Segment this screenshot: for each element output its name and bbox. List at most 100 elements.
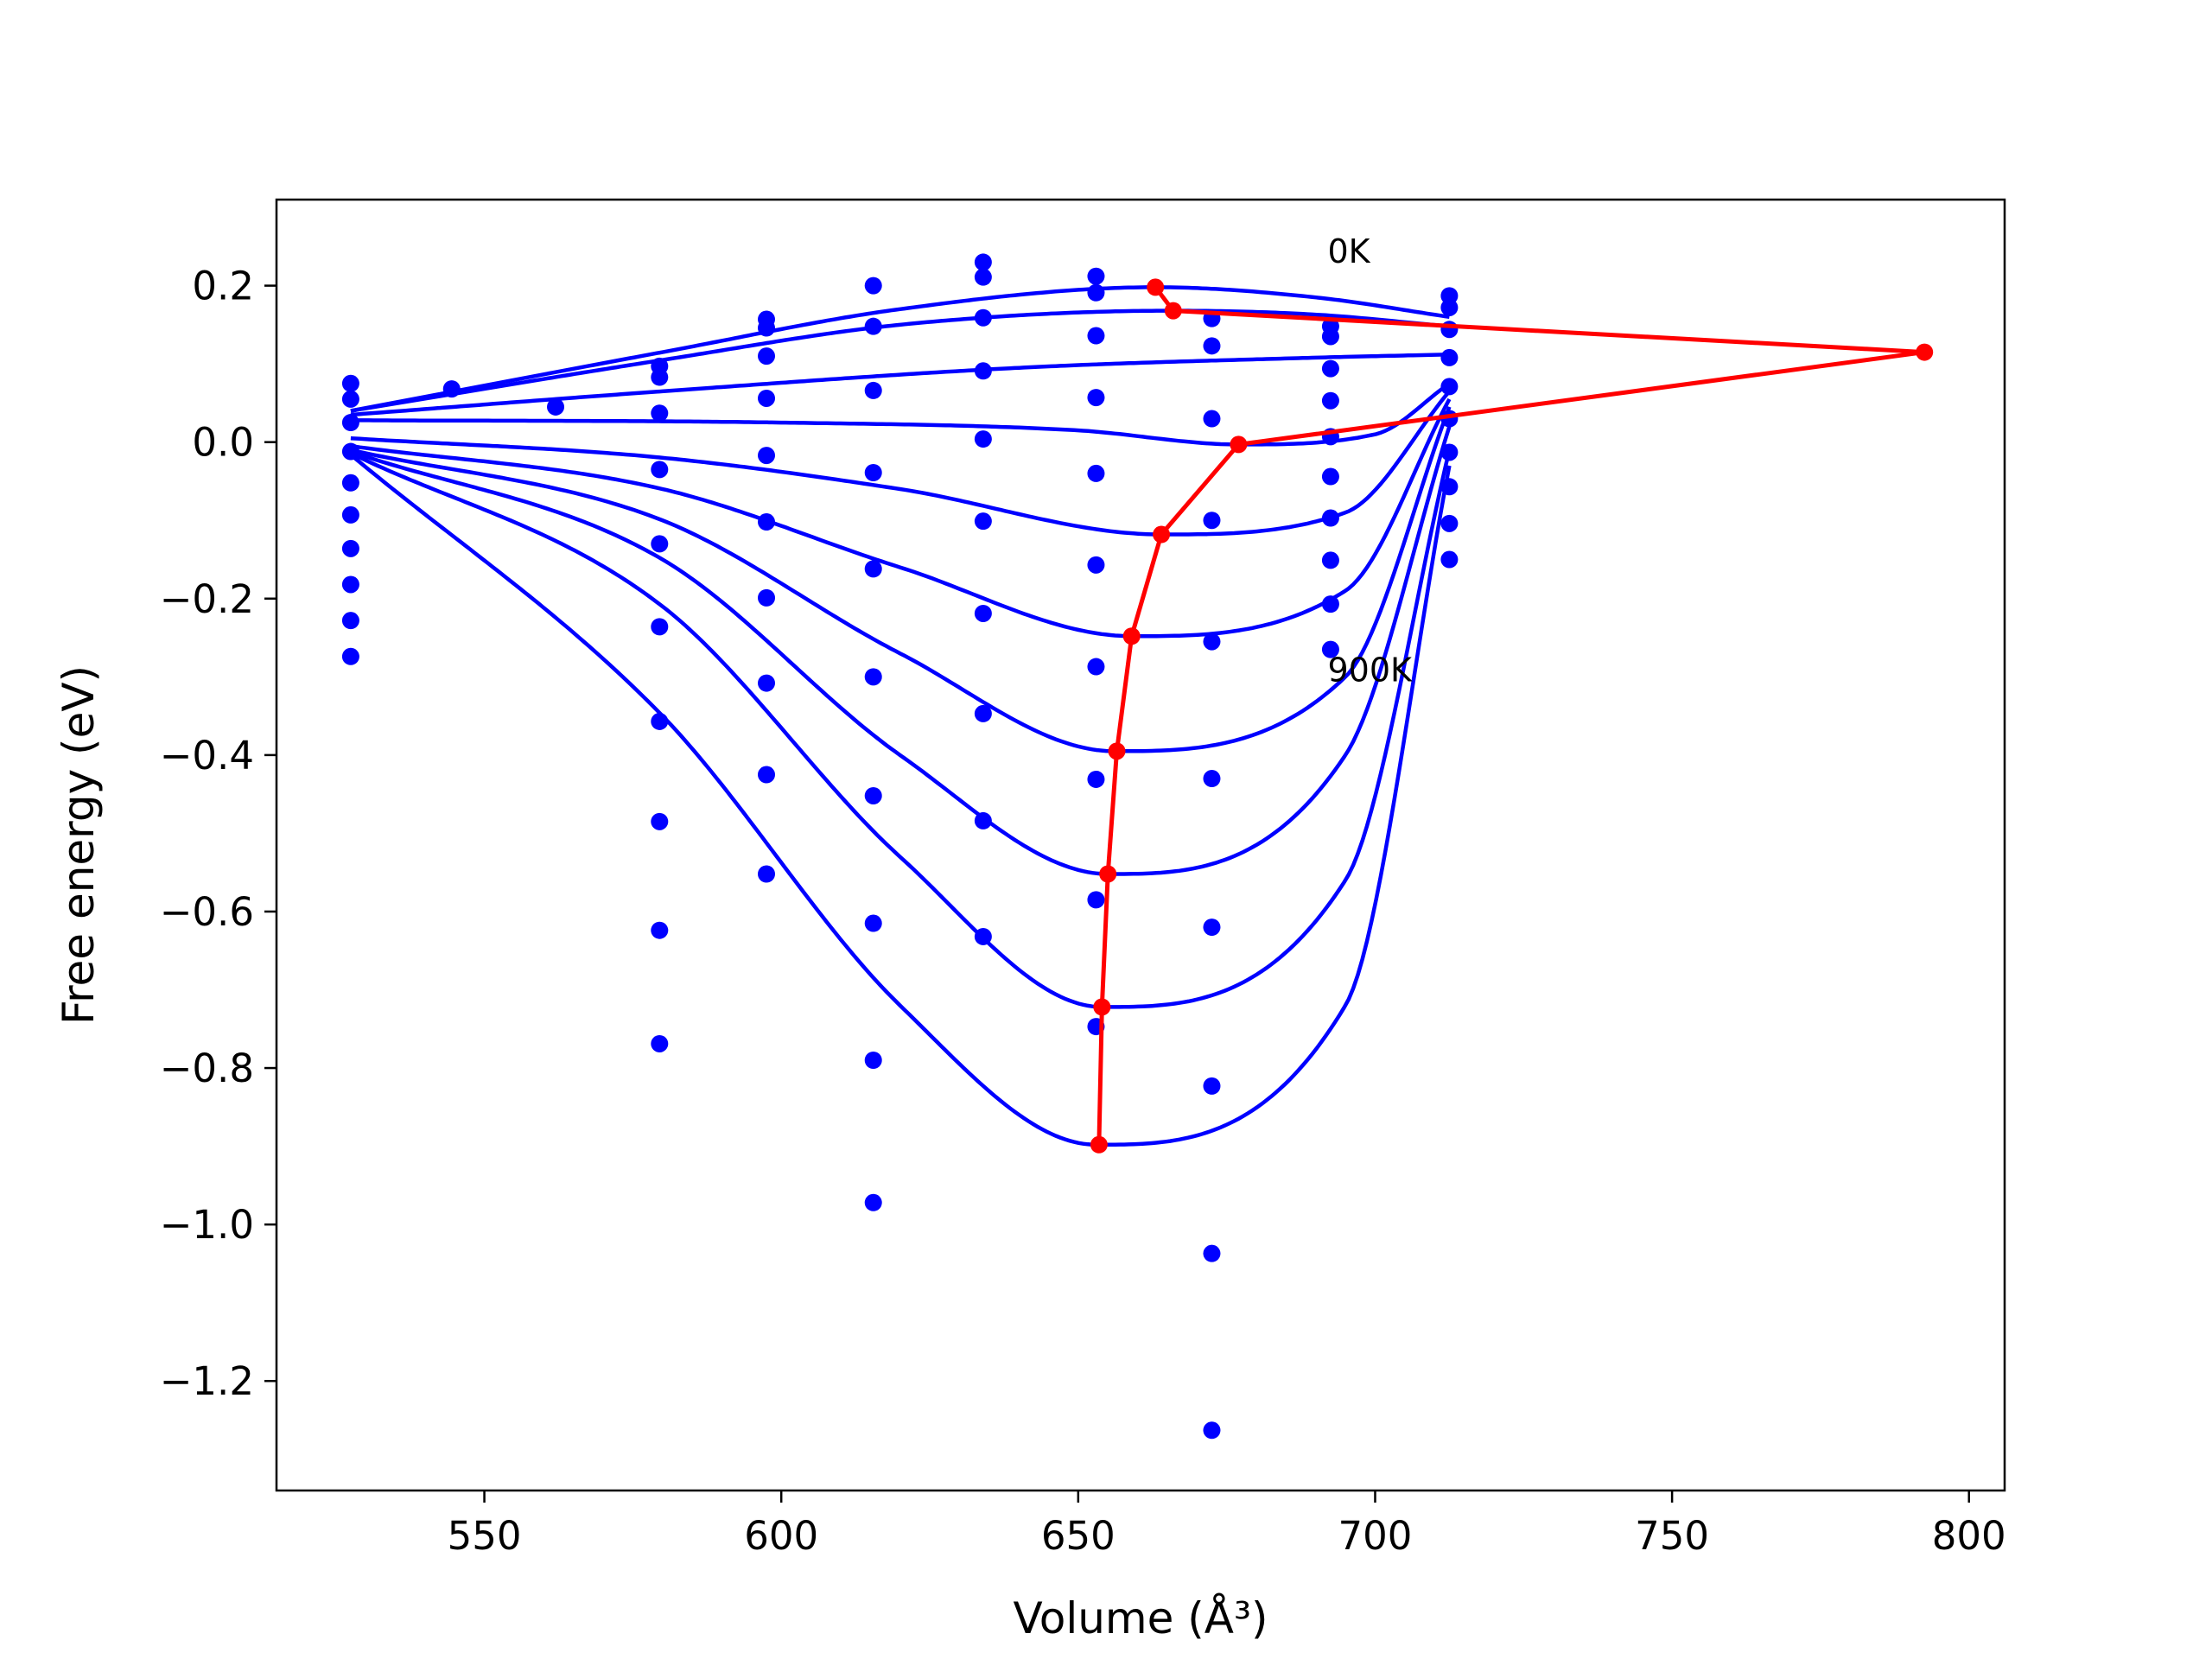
data-point: [1440, 321, 1459, 339]
data-point: [341, 474, 359, 492]
data-point: [864, 381, 882, 399]
minimum-path: [1090, 278, 1934, 1154]
x-tick-label: 700: [1338, 1513, 1413, 1559]
data-point: [758, 588, 776, 607]
data-point: [651, 368, 669, 386]
data-point: [651, 618, 669, 636]
fit-curve-6: [350, 397, 1452, 639]
x-tick-label: 750: [1635, 1513, 1709, 1559]
minimum-path-point: [1164, 302, 1182, 320]
minimum-path-point: [1153, 525, 1171, 543]
data-point: [974, 308, 992, 327]
plot-frame: [275, 198, 2006, 1492]
minimum-path-point: [1093, 998, 1111, 1016]
fit-curve-10: [349, 453, 1452, 1147]
data-point: [1203, 918, 1221, 937]
data-point: [341, 575, 359, 594]
y-tick-label: −1.0: [160, 1202, 254, 1248]
data-point: [1203, 410, 1221, 428]
data-point: [1087, 327, 1105, 345]
data-point: [864, 1193, 882, 1211]
y-tick-label: −0.4: [160, 733, 254, 779]
y-tick-label: −1.2: [160, 1358, 254, 1404]
data-point: [974, 430, 992, 448]
data-point: [974, 811, 992, 830]
data-point: [1440, 514, 1459, 532]
data-point: [1203, 512, 1221, 530]
data-point: [1087, 283, 1105, 302]
x-tick-label: 550: [448, 1513, 522, 1559]
data-point: [974, 604, 992, 622]
data-point: [547, 397, 565, 416]
data-point: [341, 442, 359, 461]
data-point: [1087, 267, 1105, 285]
data-point: [864, 560, 882, 578]
fit-curve-7: [350, 406, 1452, 753]
minimum-path-point: [1122, 627, 1141, 645]
data-point: [651, 535, 669, 553]
fit-curves: [349, 285, 1452, 1147]
fit-curve-5: [350, 390, 1452, 537]
data-point: [341, 612, 359, 630]
data-point: [651, 812, 669, 830]
data-point: [1321, 595, 1339, 613]
data-point: [1203, 1244, 1221, 1262]
fit-curve-4: [350, 381, 1451, 447]
data-point: [341, 647, 359, 665]
fit-curve-8: [350, 425, 1452, 876]
data-point: [1321, 509, 1339, 527]
annotation-label: 0K: [1327, 232, 1370, 270]
minimum-path-point: [1230, 435, 1248, 454]
data-point: [758, 347, 776, 365]
minimum-path-point: [1916, 343, 1934, 361]
data-point: [1087, 464, 1105, 482]
x-tick-label: 650: [1041, 1513, 1116, 1559]
data-point: [341, 539, 359, 557]
fit-curve-9: [349, 449, 1452, 1009]
data-point: [974, 927, 992, 945]
data-point: [758, 674, 776, 692]
data-point: [651, 1034, 669, 1052]
data-point: [1321, 467, 1339, 486]
data-point: [1087, 891, 1105, 909]
data-point: [1321, 359, 1339, 378]
data-point: [341, 374, 359, 392]
minimum-path-point: [1147, 278, 1165, 296]
y-tick-label: 0.2: [192, 264, 254, 309]
data-point: [758, 513, 776, 531]
data-point: [1440, 550, 1459, 569]
data-point: [341, 390, 359, 408]
data-point: [1087, 389, 1105, 407]
minimum-path-line: [1096, 285, 1927, 1145]
data-point: [864, 786, 882, 804]
fit-curve-1: [350, 285, 1450, 413]
data-point: [651, 712, 669, 730]
data-point: [758, 766, 776, 784]
annotation-label: 900K: [1327, 651, 1413, 689]
x-tick-label: 800: [1932, 1513, 2006, 1559]
data-point: [651, 404, 669, 423]
data-point: [341, 505, 359, 524]
data-point: [1203, 632, 1221, 651]
data-point: [1203, 1077, 1221, 1095]
y-axis-label: Free energy (eV): [54, 665, 104, 1025]
data-point: [1440, 348, 1459, 366]
data-point: [1440, 378, 1459, 396]
data-point: [651, 921, 669, 939]
data-point: [651, 461, 669, 479]
data-point: [864, 317, 882, 335]
annotations: 0K 900K: [1327, 232, 1413, 689]
minimum-path-point: [1108, 742, 1126, 760]
data-point: [864, 1052, 882, 1069]
data-point: [1087, 556, 1105, 574]
data-point: [974, 268, 992, 286]
data-point: [1203, 770, 1221, 788]
data-point: [1321, 391, 1339, 410]
data-point: [1440, 298, 1459, 316]
x-tick-label: 600: [744, 1513, 818, 1559]
data-point: [758, 319, 776, 337]
minimum-path-point: [1090, 1135, 1108, 1154]
data-point: [1203, 337, 1221, 355]
data-point: [1087, 658, 1105, 676]
